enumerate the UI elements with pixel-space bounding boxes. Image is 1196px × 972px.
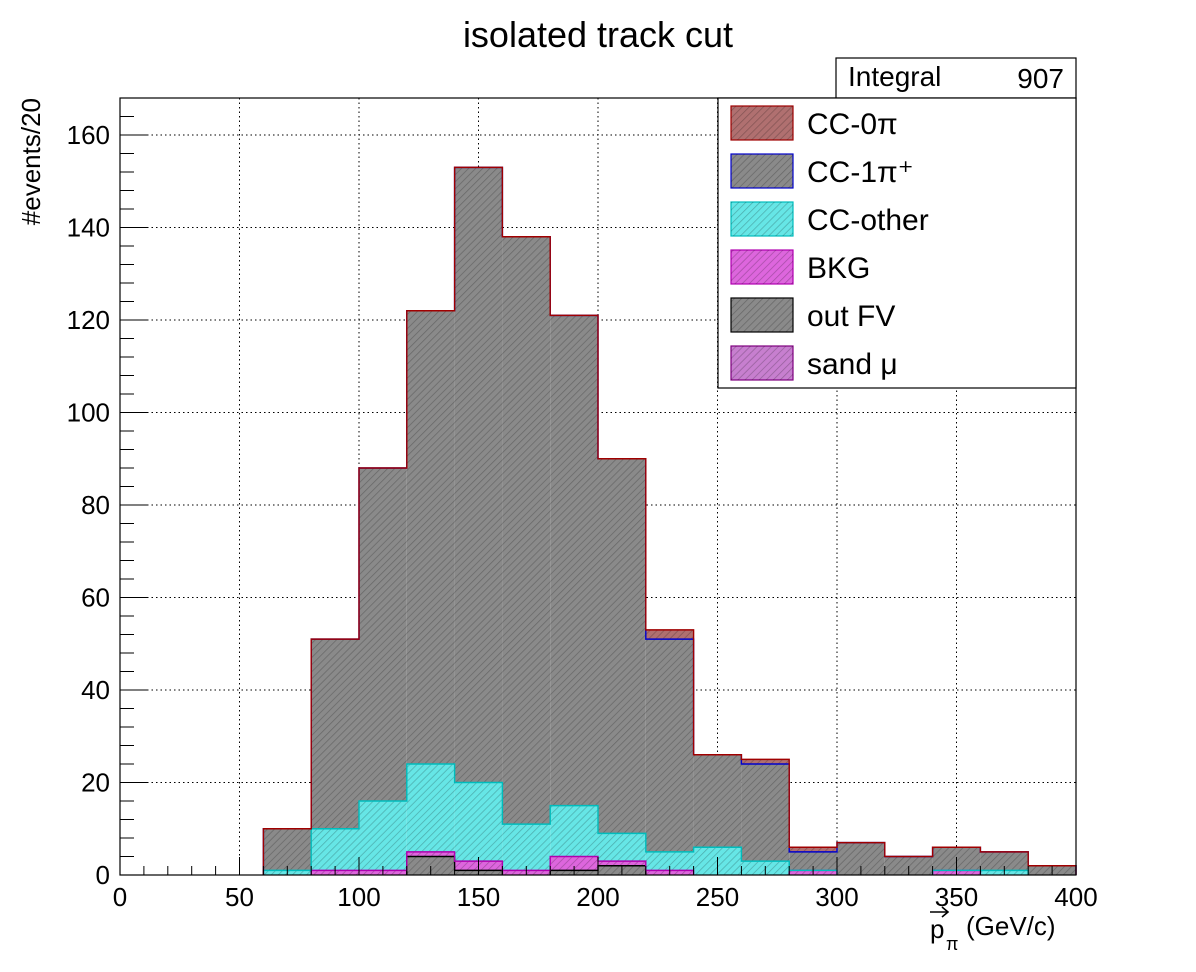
histogram-bar-hatch: [789, 847, 837, 852]
y-tick-label: 160: [67, 120, 110, 150]
histogram-bar-hatch: [741, 764, 790, 862]
stack-outline: [262, 166, 1077, 875]
x-axis-label-subscript: π: [946, 934, 958, 954]
histogram-bar-hatch: [645, 629, 694, 640]
x-tick-label: 350: [935, 882, 978, 912]
y-tick-label: 40: [81, 675, 110, 705]
histogram-bar-hatch: [645, 639, 694, 852]
legend-swatch-hatch: [731, 202, 793, 236]
y-tick-label: 80: [81, 490, 110, 520]
histogram-bar-hatch: [311, 639, 359, 829]
histogram-bar-hatch: [789, 851, 837, 871]
histogram-bar-hatch: [454, 167, 503, 783]
histogram-bar-hatch: [550, 805, 598, 857]
x-tick-label: 0: [113, 882, 127, 912]
histogram-bar-hatch: [598, 458, 646, 834]
stats-label: Integral: [848, 61, 941, 92]
histogram-bar-hatch: [311, 828, 359, 871]
histogram-bar-hatch: [741, 759, 790, 764]
histogram-bar-hatch: [406, 856, 455, 875]
x-tick-label: 50: [225, 882, 254, 912]
x-tick-label: 200: [576, 882, 619, 912]
histogram-bar-hatch: [502, 824, 551, 871]
legend-label: CC-other: [807, 204, 929, 237]
y-tick-label: 20: [81, 768, 110, 798]
legend-label: CC-1π⁺: [807, 156, 914, 189]
axis-ticks: [119, 97, 1077, 876]
tick-labels: 0 50 100 150 200 250 300 350 400 0 20 40 60 80 100 120 1…: [67, 120, 1098, 912]
legend-label: sand μ: [807, 348, 898, 381]
histogram-bar-hatch: [454, 782, 503, 862]
legend-label: CC-0π: [807, 108, 898, 141]
histogram-bar-hatch: [598, 861, 646, 866]
x-tick-label: 150: [457, 882, 500, 912]
y-tick-label: 0: [96, 860, 110, 890]
x-tick-label: 250: [696, 882, 739, 912]
histogram-bar-hatch: [693, 754, 742, 848]
legend: CC-0π CC-1π⁺ CC-other BKG out FV sand μ: [717, 97, 1077, 389]
legend-swatch-hatch: [731, 154, 793, 188]
histogram-bar-hatch: [406, 851, 455, 857]
y-axis-label: #events/20: [16, 98, 46, 225]
chart-title: isolated track cut: [463, 14, 733, 55]
stats-value: 907: [1017, 63, 1064, 94]
histogram-bar-hatch: [502, 236, 551, 825]
histogram-bar-hatch: [406, 764, 455, 852]
histogram-bar-hatch: [884, 856, 933, 875]
x-axis-label-symbol: p: [930, 914, 944, 944]
histogram-bar-hatch: [263, 828, 312, 871]
histogram-bar-hatch: [406, 310, 455, 764]
stats-box: Integral 907: [835, 57, 1077, 99]
legend-swatch-hatch: [731, 106, 793, 140]
legend-frame: [717, 97, 1077, 389]
x-axis-label: p π (GeV/c): [930, 906, 1056, 954]
x-tick-label: 100: [337, 882, 380, 912]
y-tick-label: 120: [67, 305, 110, 335]
y-tick-label: 140: [67, 213, 110, 243]
histogram-bar-hatch: [980, 851, 1029, 871]
legend-label: out FV: [807, 300, 895, 333]
histogram-bar-hatch: [645, 851, 694, 871]
histogram-bar-hatch: [550, 315, 598, 806]
histogram-bar-hatch: [598, 833, 646, 862]
histogram-bar-hatch: [359, 801, 407, 871]
y-tick-label: 60: [81, 583, 110, 613]
x-tick-label: 300: [815, 882, 858, 912]
legend-swatch-hatch: [731, 298, 793, 332]
x-tick-label: 400: [1054, 882, 1097, 912]
vector-arrow-icon: [930, 906, 950, 918]
histogram-bar-hatch: [550, 856, 598, 871]
legend-swatch-hatch: [731, 250, 793, 284]
legend-swatch-hatch: [731, 346, 793, 380]
legend-label: BKG: [807, 252, 870, 285]
histogram-bar-hatch: [359, 468, 407, 801]
x-axis-label-unit: (GeV/c): [966, 911, 1056, 941]
y-tick-label: 100: [67, 398, 110, 428]
